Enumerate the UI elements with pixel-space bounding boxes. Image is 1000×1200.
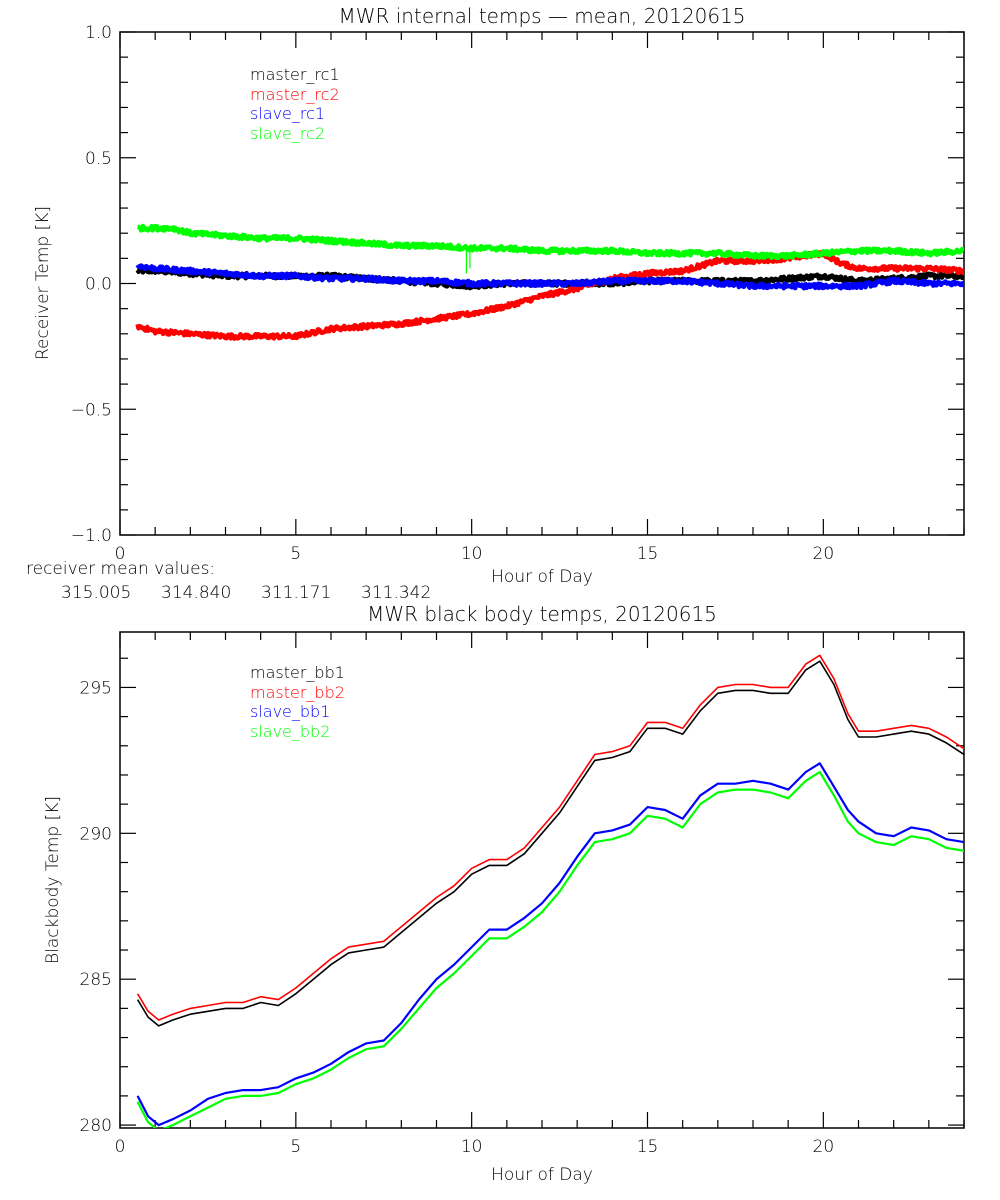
x-axis-label: Hour of Day	[491, 1165, 593, 1185]
x-tick-label: 5	[290, 1137, 301, 1157]
annotation-label: receiver mean values:	[26, 559, 215, 579]
y-tick-label: 285	[80, 970, 112, 990]
series-line-slave-rc2	[136, 223, 964, 261]
y-tick-label: 1.0	[85, 23, 112, 43]
x-tick-label: 20	[813, 1137, 835, 1157]
y-tick-label: 0.5	[85, 149, 112, 169]
x-tick-label: 10	[461, 544, 483, 564]
axis-ticks: 0 5 10 15 20 −1.0 −0.5 0.0 0.5 1.0	[71, 23, 965, 564]
legend: master_bb1 master_bb2 slave_bb1 slave_bb…	[250, 663, 345, 741]
x-tick-label: 0	[115, 1137, 126, 1157]
x-tick-label: 10	[461, 1137, 483, 1157]
x-axis-label: Hour of Day	[491, 567, 593, 587]
legend: master_rc1 master_rc2 slave_rc1 slave_rc…	[250, 65, 340, 143]
x-tick-label: 0	[115, 544, 126, 564]
series-line-master-rc2	[135, 249, 964, 341]
receiver-temp-chart: MWR internal temps — mean, 20120615 0 5 10…	[26, 4, 965, 603]
receiver-mean-annotation: receiver mean values: 315.005 314.840 31…	[26, 559, 431, 603]
annotation-value: 311.342	[361, 583, 431, 603]
x-tick-label: 15	[637, 1137, 659, 1157]
y-tick-label: −1.0	[71, 526, 112, 546]
legend-entry: slave_rc1	[250, 104, 325, 123]
series-line-slave-bb2	[136, 770, 964, 1128]
series-lines	[135, 223, 964, 341]
x-tick-label: 15	[637, 544, 659, 564]
x-tick-label: 5	[290, 544, 301, 564]
y-tick-label: −0.5	[71, 400, 112, 420]
y-axis-label: Receiver Temp [K]	[33, 206, 53, 360]
axis-ticks: 0 5 10 15 20 280 285 290 295	[80, 632, 965, 1157]
blackbody-temp-chart: MWR black body temps, 20120615 0 5 10 15 20 2…	[43, 602, 965, 1185]
legend-entry: slave_bb1	[250, 702, 330, 721]
y-tick-label: 295	[80, 678, 112, 698]
series-line-slave-bb1	[136, 762, 964, 1127]
series-line-master-bb2	[136, 654, 964, 1021]
annotation-value: 315.005	[61, 583, 131, 603]
plot-frame	[119, 631, 965, 1129]
y-tick-label: 0.0	[85, 275, 112, 295]
legend-entry: master_rc1	[250, 65, 340, 84]
y-tick-label: 280	[80, 1116, 112, 1136]
chart-title: MWR internal temps — mean, 20120615	[338, 4, 745, 28]
y-tick-label: 290	[80, 824, 112, 844]
legend-entry: master_rc2	[250, 85, 340, 104]
y-axis-label: Blackbody Temp [K]	[43, 796, 63, 964]
x-tick-label: 20	[813, 544, 835, 564]
legend-entry: master_bb1	[250, 663, 345, 682]
series-lines	[136, 654, 964, 1128]
annotation-value: 314.840	[161, 583, 231, 603]
chart-title: MWR black body temps, 20120615	[367, 602, 717, 626]
series-line-master-bb1	[136, 660, 964, 1027]
annotation-value: 311.171	[261, 583, 331, 603]
series-line-slave-rc1	[135, 263, 964, 291]
legend-entry: master_bb2	[250, 683, 345, 702]
legend-entry: slave_bb2	[250, 722, 330, 741]
legend-entry: slave_rc2	[250, 124, 325, 143]
